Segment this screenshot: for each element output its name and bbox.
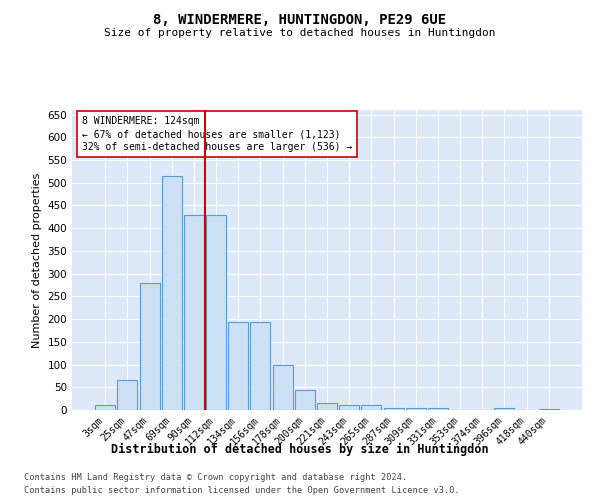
Bar (339, 406, 359, 410)
Bar (317, 403, 337, 410)
Text: Contains public sector information licensed under the Open Government Licence v3: Contains public sector information licen… (24, 486, 460, 495)
Bar (494, 408, 514, 410)
Text: 8 WINDERMERE: 124sqm
← 67% of detached houses are smaller (1,123)
32% of semi-de: 8 WINDERMERE: 124sqm ← 67% of detached h… (82, 116, 352, 152)
Text: Size of property relative to detached houses in Huntingdon: Size of property relative to detached ho… (104, 28, 496, 38)
Bar (184, 214, 204, 410)
Bar (140, 282, 160, 410)
Bar (95, 406, 115, 410)
Bar (539, 408, 559, 410)
Bar (118, 380, 137, 410)
Bar (383, 408, 404, 410)
Text: Distribution of detached houses by size in Huntingdon: Distribution of detached houses by size … (111, 442, 489, 456)
Bar (162, 176, 182, 410)
Text: 8, WINDERMERE, HUNTINGDON, PE29 6UE: 8, WINDERMERE, HUNTINGDON, PE29 6UE (154, 12, 446, 26)
Bar (406, 408, 426, 410)
Bar (361, 406, 382, 410)
Bar (272, 364, 293, 410)
Bar (295, 390, 315, 410)
Bar (250, 322, 271, 410)
Bar (428, 408, 448, 410)
Text: Contains HM Land Registry data © Crown copyright and database right 2024.: Contains HM Land Registry data © Crown c… (24, 472, 407, 482)
Bar (206, 214, 226, 410)
Y-axis label: Number of detached properties: Number of detached properties (32, 172, 42, 348)
Bar (228, 322, 248, 410)
